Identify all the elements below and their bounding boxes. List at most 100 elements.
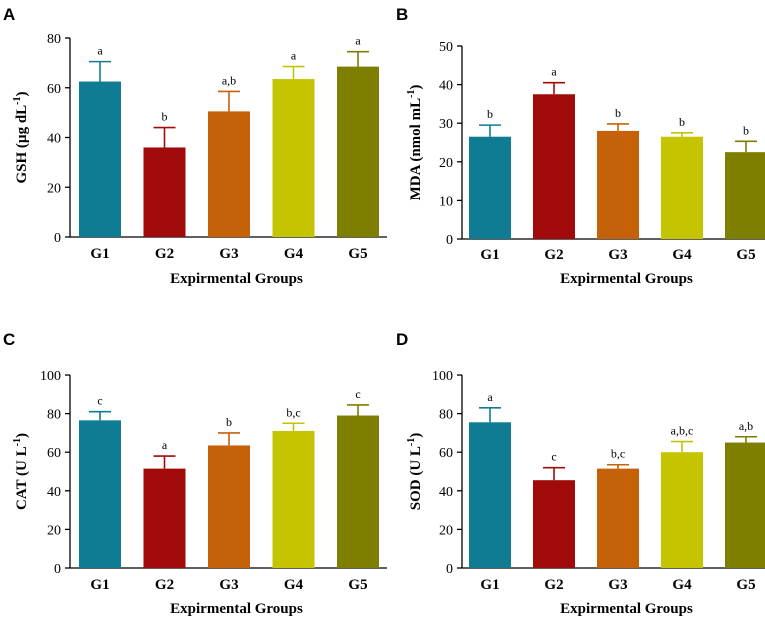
bar-g2 [143,147,186,237]
y-tick-label: 60 [439,446,453,461]
x-tick-label: G5 [736,577,755,593]
significance-label: b [679,115,685,129]
bar-g5 [337,415,379,568]
y-tick-label: 10 [439,194,453,209]
y-axis-title: MDA (nmol mL-1) [406,85,424,201]
x-tick-label: G3 [219,246,238,262]
significance-label: a [291,49,297,63]
x-tick-label: G3 [219,577,238,593]
panel-letter: B [396,5,408,24]
significance-label: a,b [222,73,236,87]
y-axis-title-close: ) [14,91,30,96]
y-tick-label: 0 [54,231,61,246]
y-axis-title-main: MDA (nmol mL [408,98,424,201]
significance-label: a [355,34,361,48]
bar-g4 [661,452,703,568]
y-axis-title: CAT (U L-1) [12,433,30,510]
y-tick-label: 60 [47,446,61,461]
bar-g3 [597,468,639,568]
panel-letter: D [396,330,408,349]
y-tick-label: 20 [47,523,61,538]
y-tick-label: 0 [446,233,453,248]
x-tick-label: G3 [608,247,627,263]
significance-label: a [551,65,557,79]
y-tick-label: 40 [439,79,453,94]
bar-g5 [725,442,765,568]
bar-g1 [79,420,121,568]
bar-g4 [661,136,703,239]
x-tick-label: G4 [284,577,304,593]
x-tick-label: G4 [672,247,692,263]
y-tick-label: 20 [47,181,61,196]
y-tick-label: 40 [47,485,61,500]
bar-g1 [79,81,121,237]
panel-cat: C 0 20 40 60 80 100 CAT (U L-1) c G1 a G2 b G3 b,c G4 c G… [3,330,387,617]
x-tick-label: G2 [544,577,563,593]
x-axis-title: Expirmental Groups [560,601,693,617]
x-axis-title: Expirmental Groups [170,601,303,617]
bar-g4 [272,79,315,237]
bar-g5 [725,152,765,239]
panel-letter: C [3,330,15,349]
x-tick-label: G1 [90,246,109,262]
y-tick-label: 80 [47,32,61,47]
y-axis-title-sup: -1 [12,438,23,446]
panel-gsh: A 0 20 40 60 80 GSH (µg dL-1) a G1 b G2 a,b G3 a G4 a G5… [3,5,387,287]
y-tick-label: 100 [40,369,61,384]
bar-g4 [272,430,315,568]
x-tick-label: G1 [90,577,109,593]
x-tick-label: G2 [155,246,174,262]
y-axis-title-main: SOD (U L [408,446,424,510]
y-axis-title-close: ) [408,85,424,90]
y-axis-title-sup: -1 [12,96,23,104]
bar-g3 [208,445,250,568]
x-tick-label: G5 [348,246,367,262]
y-tick-label: 80 [47,408,61,423]
x-tick-label: G4 [284,246,304,262]
x-tick-label: G5 [736,247,755,263]
y-tick-label: 60 [47,82,61,97]
significance-label: a [162,438,168,452]
y-axis-title-main: CAT (U L [14,446,30,510]
x-tick-label: G4 [672,577,692,593]
significance-label: c [97,394,102,408]
y-tick-label: 20 [439,523,453,538]
x-axis-title: Expirmental Groups [170,271,303,287]
significance-label: b [743,123,749,137]
significance-label: b [487,107,493,121]
significance-label: b,c [611,447,625,461]
y-tick-label: 100 [432,369,453,384]
y-tick-label: 0 [54,562,61,577]
significance-label: b [615,106,621,120]
y-tick-label: 40 [47,132,61,147]
significance-label: c [551,450,556,464]
y-axis-title-close: ) [14,433,30,438]
x-tick-label: G1 [480,577,499,593]
y-axis-title-main: GSH (µg dL [14,105,30,184]
y-axis-title-close: ) [408,433,424,438]
panel-letter: A [3,5,15,24]
significance-label: a [97,44,103,58]
bar-g1 [469,422,511,568]
panel-mda: B 0 10 20 30 40 50 MDA (nmol mL-1) b G1 a G2 b G3 b G4 b… [396,5,765,287]
y-tick-label: 50 [439,40,453,55]
bar-g2 [533,480,575,568]
y-tick-label: 40 [439,485,453,500]
bar-g1 [469,136,511,239]
panel-sod: D 0 20 40 60 80 100 SOD (U L-1) a G1 c G2 b,c G3 a,b,c… [396,330,765,617]
y-tick-label: 30 [439,117,453,132]
significance-label: c [355,387,360,401]
x-tick-label: G1 [480,247,499,263]
x-tick-label: G5 [348,577,367,593]
significance-label: b [162,110,168,124]
significance-label: b [226,415,232,429]
y-tick-label: 80 [439,408,453,423]
bar-g3 [208,111,250,237]
y-axis-title: SOD (U L-1) [406,433,424,511]
bar-g2 [143,468,186,568]
y-axis-title-sup: -1 [406,90,417,98]
y-axis-title-sup: -1 [406,438,417,446]
significance-label: b,c [286,405,300,419]
x-axis-title: Expirmental Groups [560,271,693,287]
